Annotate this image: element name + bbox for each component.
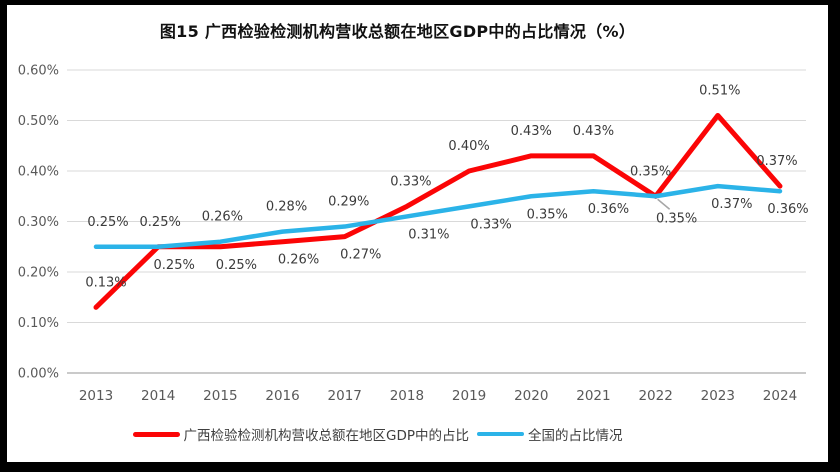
- x-tick-label: 2014: [141, 388, 175, 404]
- legend: 广西检验检测机构营收总额在地区GDP中的占比 全国的占比情况: [7, 424, 828, 444]
- data-label: 0.33%: [390, 174, 431, 189]
- data-label: 0.25%: [87, 215, 128, 230]
- y-tick-label: 0.60%: [18, 64, 59, 79]
- x-tick-label: 2016: [265, 388, 299, 404]
- y-tick-label: 0.10%: [18, 316, 59, 331]
- x-tick-label: 2021: [576, 388, 610, 404]
- data-label: 0.13%: [85, 275, 126, 290]
- y-tick-label: 0.20%: [18, 266, 59, 281]
- y-tick-label: 0.40%: [18, 165, 59, 180]
- data-label: 0.31%: [408, 227, 449, 242]
- blue-line-icon: [477, 432, 524, 436]
- x-tick-label: 2020: [514, 388, 548, 404]
- x-tick-label: 2019: [452, 388, 486, 404]
- x-tick-label: 2024: [763, 388, 797, 404]
- legend-item-national: 全国的占比情况: [469, 424, 623, 444]
- data-label: 0.51%: [699, 83, 740, 98]
- data-label: 0.43%: [573, 124, 614, 139]
- data-label: 0.37%: [711, 197, 752, 212]
- data-label: 0.25%: [140, 215, 181, 230]
- data-label: 0.37%: [756, 154, 797, 169]
- series-line-guangxi: [93, 112, 783, 310]
- data-label: 0.26%: [278, 253, 319, 268]
- x-tick-label: 2018: [390, 388, 424, 404]
- data-label: 0.35%: [527, 207, 568, 222]
- y-tick-label: 0.30%: [18, 215, 59, 230]
- leader-line: [657, 198, 671, 210]
- data-label: 0.25%: [154, 258, 195, 273]
- data-label: 0.40%: [448, 139, 489, 154]
- data-label: 0.25%: [216, 258, 257, 273]
- data-label: 0.36%: [588, 202, 629, 217]
- red-line-icon: [132, 431, 180, 437]
- chart-plot: 0.00% 0.10% 0.20% 0.30% 0.40% 0.50% 0.60% 2013 2…: [18, 64, 809, 405]
- y-tick-label: 0.50%: [18, 114, 59, 129]
- data-label: 0.35%: [656, 211, 697, 226]
- x-tick-label: 2017: [328, 388, 362, 404]
- data-label: 0.36%: [767, 202, 808, 217]
- x-tick-label: 2023: [701, 388, 735, 404]
- data-label: 0.29%: [328, 195, 369, 210]
- data-label: 0.27%: [340, 248, 381, 263]
- data-label: 0.33%: [470, 217, 511, 232]
- x-tick-label: 2015: [203, 388, 237, 404]
- legend-item-guangxi: 广西检验检测机构营收总额在地区GDP中的占比: [132, 424, 470, 444]
- chart-title: 图15 广西检验检测机构营收总额在地区GDP中的占比情况（%）: [159, 22, 636, 41]
- legend-label-guangxi: 广西检验检测机构营收总额在地区GDP中的占比: [183, 428, 470, 444]
- data-label: 0.28%: [266, 200, 307, 215]
- legend-label-national: 全国的占比情况: [528, 428, 623, 444]
- series-line-national: [93, 183, 783, 249]
- data-label: 0.43%: [511, 124, 552, 139]
- y-tick-label: 0.00%: [18, 367, 59, 382]
- data-label: 0.35%: [630, 164, 671, 179]
- x-tick-label: 2022: [638, 388, 672, 404]
- x-tick-label: 2013: [79, 388, 113, 404]
- data-label: 0.26%: [202, 210, 243, 225]
